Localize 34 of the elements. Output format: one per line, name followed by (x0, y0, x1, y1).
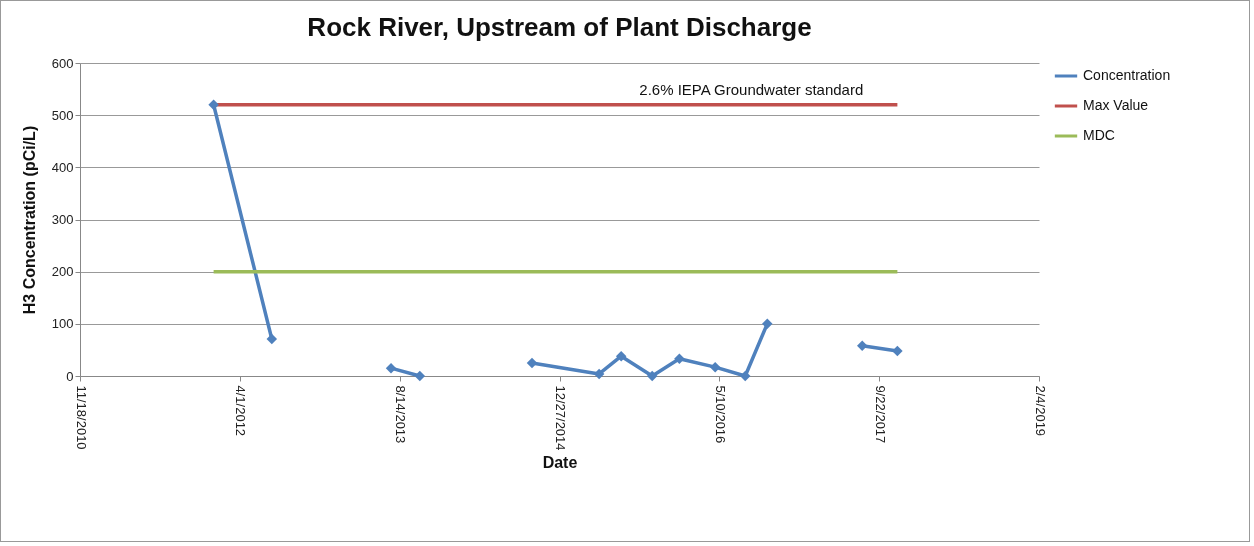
chart-title: Rock River, Upstream of Plant Discharge (307, 12, 812, 42)
point (762, 318, 773, 330)
x-tick-label: 8/14/2013 (393, 385, 409, 444)
y-tick-label: 0 (66, 368, 74, 384)
legend-label: Concentration (1083, 67, 1171, 83)
legend-label: Max Value (1083, 97, 1149, 113)
x-tick-label: 5/10/2016 (712, 385, 728, 444)
point (615, 350, 627, 362)
x-tick-label: 12/27/2014 (553, 385, 568, 451)
legend-label: MDC (1083, 127, 1115, 143)
y-tick-label: 500 (51, 107, 74, 123)
point (892, 345, 903, 357)
point (709, 361, 721, 373)
point (646, 370, 658, 382)
point (674, 353, 685, 365)
y-tick-label: 100 (51, 316, 74, 332)
point (526, 357, 538, 369)
annotation: 2.6% IEPA Groundwater standard (639, 80, 864, 98)
y-tick-label: 200 (51, 264, 74, 280)
point (385, 362, 397, 374)
x-tick-label: 9/22/2017 (872, 385, 888, 444)
x-tick-label: 11/18/2010 (73, 385, 89, 450)
y-axis-title: H3 Concentration (pCi/L) (20, 125, 38, 315)
point (414, 370, 426, 382)
point (856, 340, 868, 351)
x-tick-label: 4/1/2012 (233, 385, 249, 437)
y-tick-label: 400 (51, 159, 74, 175)
x-tick-label: 2/4/2019 (1032, 385, 1048, 437)
y-tick-label: 300 (51, 212, 74, 227)
point (739, 370, 751, 382)
point (266, 333, 278, 345)
point (208, 99, 219, 110)
y-tick-label: 600 (51, 55, 74, 71)
x-axis-title: Date (542, 453, 578, 471)
